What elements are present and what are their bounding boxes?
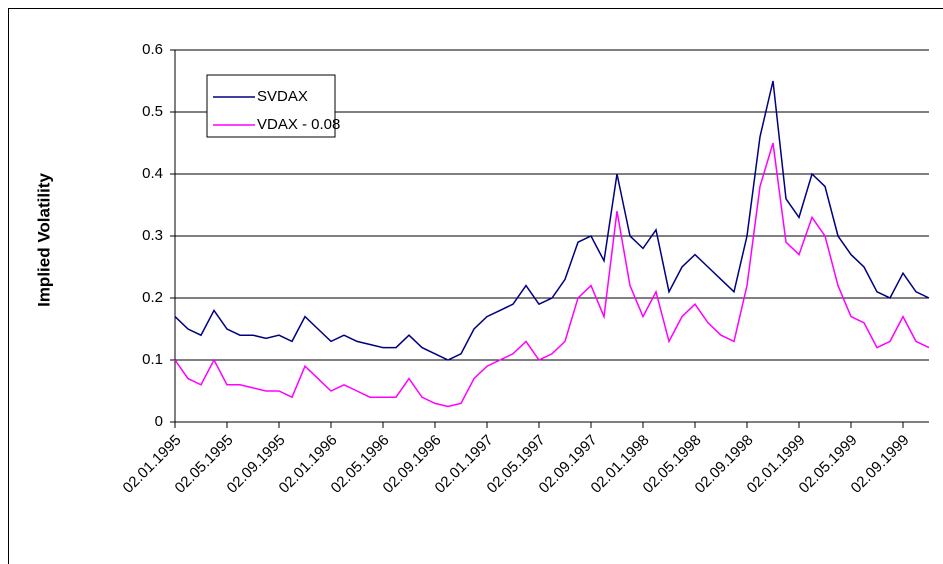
series-line [174,142,930,408]
y-tick-label: 0.1 [142,351,163,368]
y-tick-label: 0.4 [142,165,163,182]
y-tick-label: 0.5 [142,103,163,120]
legend-label: SVDAX [257,88,308,105]
y-axis-label: Implied Volatility [34,173,53,307]
series-line [174,80,930,361]
legend-label: VDAX - 0.08 [257,116,340,133]
y-tick-label: 0.6 [142,41,163,58]
y-tick-label: 0.3 [142,227,163,244]
y-tick-label: 0.2 [142,289,163,306]
legend-box [206,74,336,138]
chart-frame [8,8,943,564]
y-tick-label: 0 [155,413,163,430]
